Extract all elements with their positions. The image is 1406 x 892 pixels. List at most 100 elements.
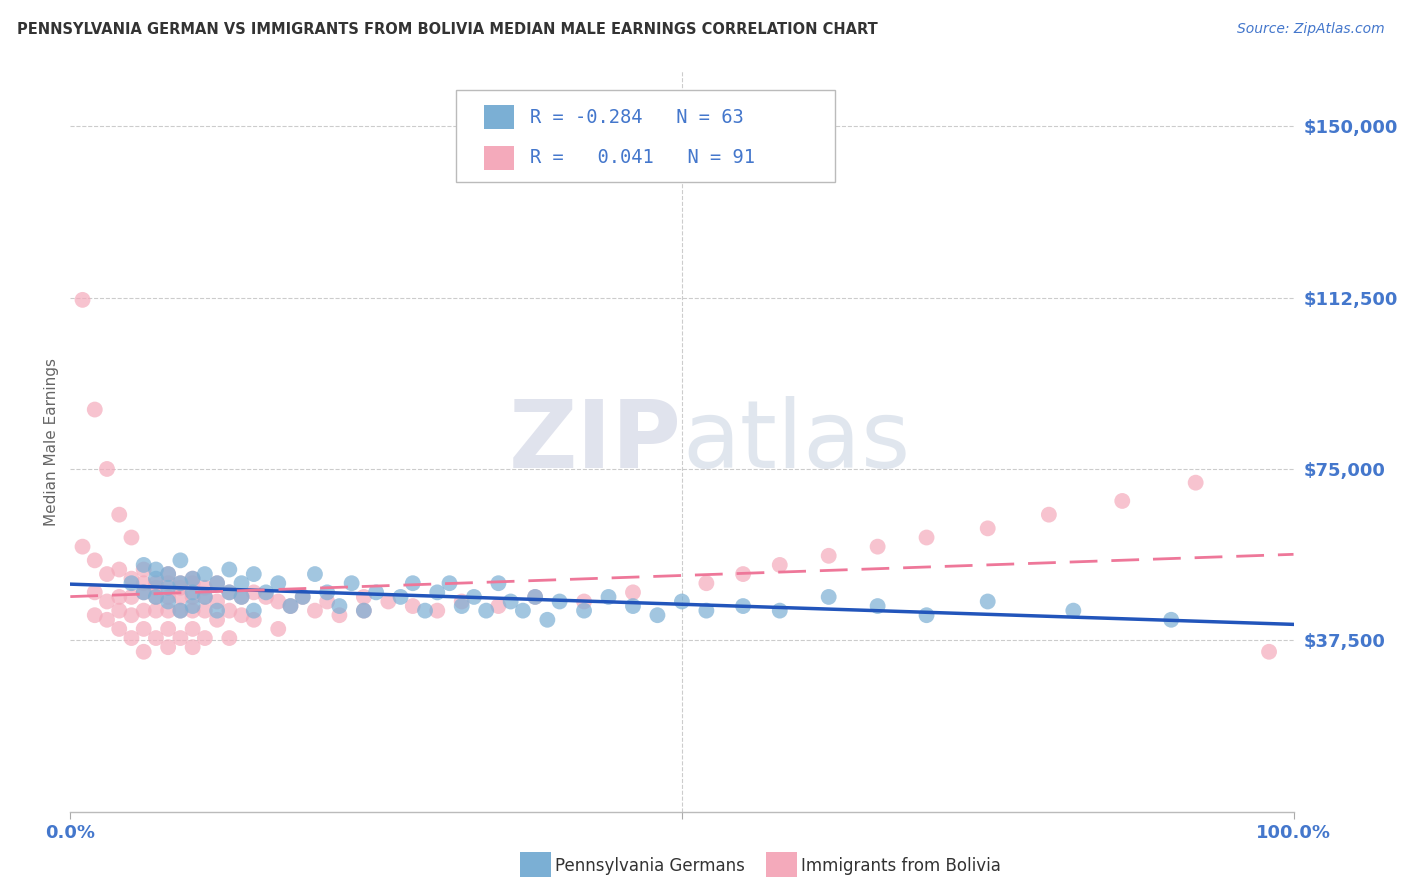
Point [389,590,412,604]
Point [218,562,240,576]
Point [205,604,228,618]
Point [243,613,266,627]
Point [181,590,204,604]
Point [267,594,290,608]
Point [169,631,191,645]
Point [181,572,204,586]
Point [915,531,938,545]
Point [1111,494,1133,508]
Point [328,599,350,613]
Point [145,576,167,591]
Point [733,599,755,613]
Point [243,567,266,582]
Point [181,640,204,655]
Point [426,585,449,599]
Point [72,293,94,307]
Point [463,590,485,604]
Point [108,562,131,576]
Point [353,604,375,618]
Point [108,604,131,618]
Point [205,594,228,608]
Point [231,590,253,604]
Point [488,599,510,613]
Point [1258,645,1281,659]
Point [145,590,167,604]
Point [402,599,425,613]
Point [83,402,105,417]
Y-axis label: Median Male Earnings: Median Male Earnings [44,358,59,525]
Point [280,599,302,613]
Point [488,576,510,591]
Point [817,590,839,604]
Point [96,567,118,582]
Point [157,594,180,608]
Point [915,608,938,623]
Point [267,622,290,636]
Point [83,553,105,567]
Point [218,604,240,618]
Point [194,604,217,618]
Point [145,590,167,604]
Bar [484,146,515,169]
Point [157,590,180,604]
Point [598,590,620,604]
Point [132,585,155,599]
Point [108,590,131,604]
Point [169,553,191,567]
Point [254,590,277,604]
Point [254,585,277,599]
Point [121,608,143,623]
Text: atlas: atlas [682,395,910,488]
Point [769,604,792,618]
Point [181,599,204,613]
Point [181,585,204,599]
Point [169,604,191,618]
Point [572,594,595,608]
Point [218,631,240,645]
Point [866,540,889,554]
Point [121,590,143,604]
Point [1184,475,1206,490]
Point [695,576,717,591]
Point [499,594,522,608]
Point [121,576,143,591]
Point [621,585,644,599]
Point [96,462,118,476]
Point [243,604,266,618]
Point [145,572,167,586]
Text: Source: ZipAtlas.com: Source: ZipAtlas.com [1237,22,1385,37]
Point [194,631,217,645]
Point [1038,508,1060,522]
Bar [484,105,515,129]
Point [218,585,240,599]
Point [157,622,180,636]
Point [157,604,180,618]
Point [169,576,191,591]
Point [402,576,425,591]
Point [340,576,363,591]
Point [169,590,191,604]
Point [291,590,314,604]
Point [145,631,167,645]
Point [145,581,167,595]
Point [426,604,449,618]
Point [83,585,105,599]
Point [572,604,595,618]
Point [132,558,155,572]
Point [536,613,558,627]
Point [524,590,547,604]
Point [316,594,339,608]
Point [291,590,314,604]
Point [181,622,204,636]
Point [439,576,461,591]
Point [108,622,131,636]
Point [413,604,436,618]
Point [304,567,326,582]
Point [231,590,253,604]
Point [194,581,217,595]
Point [1160,613,1182,627]
Point [817,549,839,563]
Point [145,604,167,618]
Point [512,604,534,618]
Point [976,594,998,608]
